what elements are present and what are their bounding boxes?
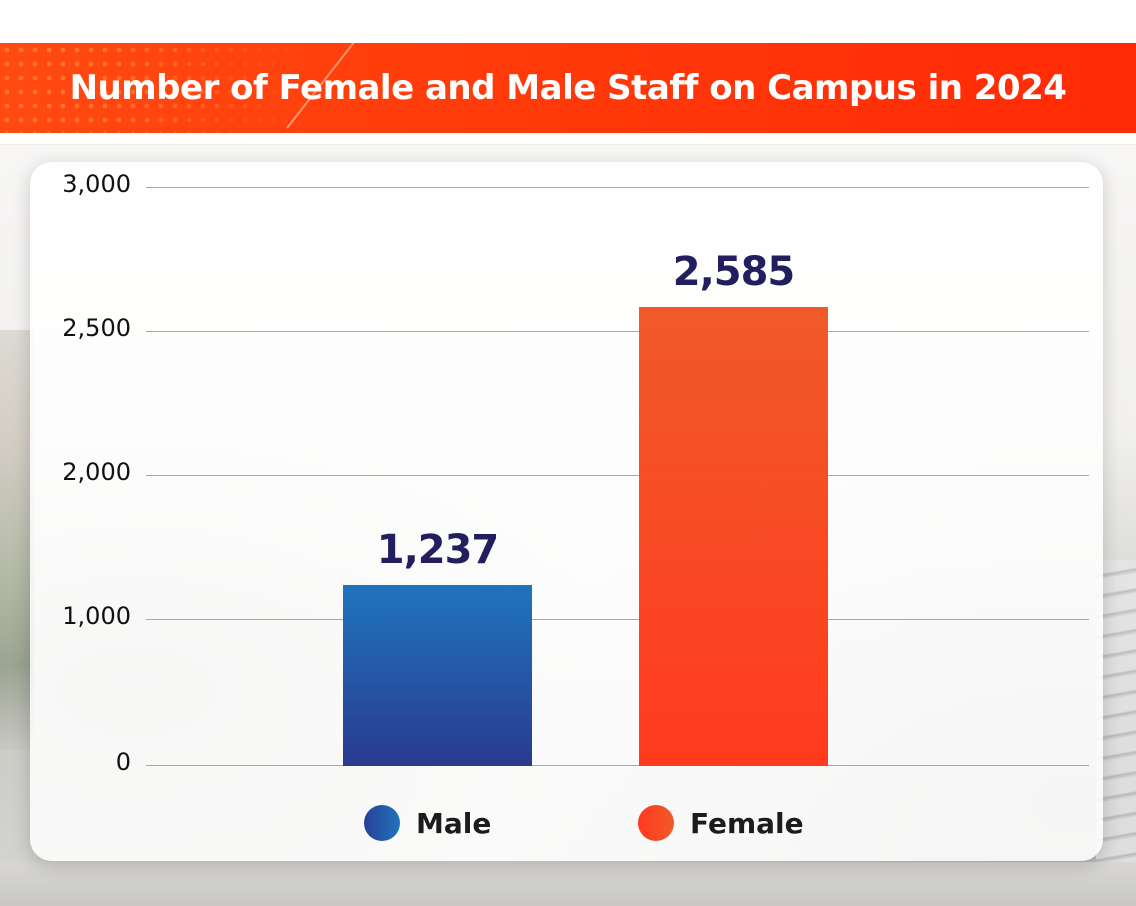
gridline: [146, 331, 1089, 332]
data-label-female: 2,585: [672, 248, 796, 295]
legend-item-female: Female: [638, 805, 804, 841]
bar-female: [639, 306, 828, 766]
y-tick-label: 2,000: [62, 458, 131, 486]
y-tick-label: 2,500: [62, 314, 131, 342]
legend-swatch-female: [638, 805, 674, 841]
y-tick-label: 1,000: [62, 602, 131, 630]
title-banner: Number of Female and Male Staff on Campu…: [0, 43, 1136, 133]
chart-card: [30, 162, 1103, 861]
gridline: [146, 187, 1089, 188]
data-label-male: 1,237: [376, 526, 500, 573]
gridline: [146, 765, 1089, 766]
legend-item-male: Male: [364, 805, 491, 841]
background-photo-bottom: [0, 862, 1136, 906]
bar-male: [343, 584, 532, 766]
y-tick-label: 0: [115, 748, 131, 776]
gridline: [146, 475, 1089, 476]
banner-dot-pattern: [0, 43, 320, 133]
y-tick-label: 3,000: [62, 170, 131, 198]
chart-title: Number of Female and Male Staff on Campu…: [69, 68, 1067, 108]
legend-label-male: Male: [416, 806, 492, 840]
gridline: [146, 619, 1089, 620]
background-photo-left-edge: [0, 330, 34, 750]
legend-swatch-male: [364, 805, 400, 841]
banner-divider: [0, 144, 1136, 145]
legend-label-female: Female: [690, 806, 804, 840]
